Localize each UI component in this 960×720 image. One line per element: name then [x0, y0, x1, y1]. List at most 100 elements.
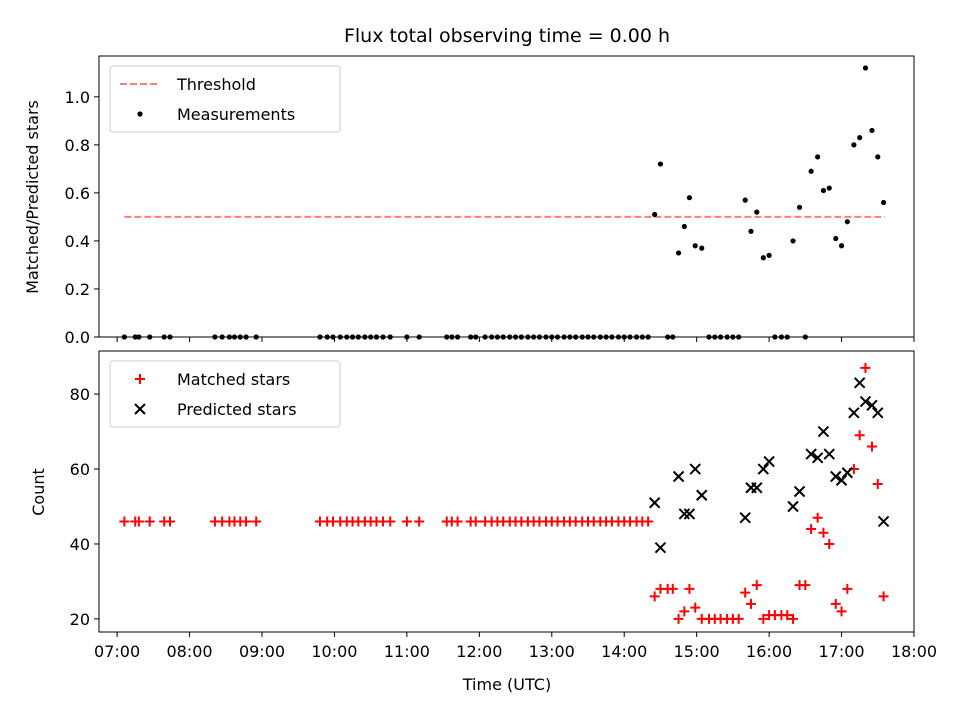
predicted-star-point: [763, 455, 775, 468]
matched-star-point: [788, 613, 799, 624]
top-y-tick-label: 0.4: [65, 232, 90, 251]
measurement-point: [796, 204, 803, 210]
measurement-point: [844, 219, 850, 225]
matched-star-point: [414, 516, 425, 527]
matched-star-point: [806, 523, 817, 534]
measurement-point: [815, 154, 821, 160]
matched-star-point: [842, 583, 853, 594]
measurement-point: [681, 223, 687, 230]
matched-star-point: [164, 516, 175, 527]
matched-star-point: [684, 583, 695, 594]
matched-star-point: [385, 516, 396, 527]
predicted-star-point: [841, 467, 854, 479]
measurement-point: [826, 185, 832, 191]
bottom-legend: Matched stars Predicted stars: [109, 360, 341, 428]
bottom-y-tick-label: 40: [70, 535, 90, 554]
x-tick-label: 10:00: [311, 642, 357, 661]
x-tick-label: 15:00: [674, 642, 720, 661]
predicted-star-point: [866, 399, 878, 412]
bottom-y-axis-label: Count: [29, 468, 48, 516]
top-legend: Threshold Measurements: [109, 65, 341, 133]
matched-star-point: [679, 606, 690, 617]
top-y-tick-label: 0.0: [65, 328, 90, 347]
bottom-panel: 20 40 60 80 07:00 08:00 09:00 10:00 11:00 12:00 13…: [70, 350, 937, 661]
predicted-star-point: [872, 407, 884, 419]
measurement-point: [657, 161, 664, 167]
chart-title: Flux total observing time = 0.00 h: [344, 25, 670, 47]
predicted-star-point: [757, 463, 770, 475]
measurement-point: [862, 65, 869, 71]
measurement-point: [692, 243, 698, 249]
top-y-tick-label: 1.0: [65, 88, 90, 107]
measurement-point: [699, 245, 705, 251]
matched-star-point: [649, 591, 660, 602]
x-tick-label: 07:00: [94, 642, 140, 661]
matched-star-point: [758, 613, 769, 624]
matched-star-point: [401, 516, 412, 527]
predicted-star-point: [683, 508, 696, 520]
bottom-y-tick-label: 60: [70, 460, 90, 479]
top-y-tick-label: 0.6: [65, 184, 90, 203]
measurement-point: [742, 197, 748, 203]
predicted-star-point: [811, 452, 824, 464]
predicted-star-point: [848, 407, 860, 419]
legend-measurement-marker: [137, 111, 143, 117]
measurement-point: [851, 142, 857, 148]
matched-star-point: [119, 516, 130, 527]
measurement-point: [760, 255, 766, 261]
measurement-point: [857, 135, 863, 141]
matched-star-point: [878, 591, 889, 602]
predicted-star-point: [751, 482, 763, 494]
matched-star-point: [241, 516, 252, 527]
measurement-point: [790, 238, 796, 244]
matched-star-point: [643, 516, 654, 527]
predicted-star-point: [696, 489, 708, 501]
x-tick-label: 14:00: [601, 642, 647, 661]
matched-star-point: [452, 516, 463, 527]
measurement-point: [820, 187, 827, 194]
measurement-point: [838, 243, 845, 249]
matched-star-point: [866, 441, 877, 452]
legend-predicted-marker: [134, 403, 146, 415]
predicted-star-point: [648, 497, 661, 509]
predicted-star-point: [823, 448, 835, 460]
top-y-axis-label: Matched/Predicted stars: [23, 100, 42, 294]
bottom-y-tick-label: 20: [70, 610, 90, 629]
predicted-star-point: [817, 425, 830, 438]
matched-star-point: [746, 598, 756, 609]
measurement-point: [833, 235, 839, 242]
matched-star-point: [860, 362, 871, 373]
predicted-star-point: [793, 485, 806, 498]
x-tick-label: 08:00: [167, 642, 213, 661]
predicted-star-point: [787, 500, 799, 513]
x-tick-label: 16:00: [746, 642, 792, 661]
bottom-axes-frame: [98, 350, 915, 633]
predicted-star-point: [672, 470, 685, 483]
predicted-star-point: [805, 448, 817, 460]
top-y-tick-label: 0.2: [65, 280, 90, 299]
bottom-legend-box: [109, 360, 341, 428]
measurement-point: [766, 252, 772, 258]
matched-star-point: [673, 613, 684, 624]
legend-entry-label: Matched stars: [177, 370, 290, 389]
matched-star-point: [830, 598, 841, 609]
legend-matched-marker: [135, 374, 145, 384]
matched-star-point: [740, 587, 751, 598]
measurement-point: [869, 127, 875, 134]
measurement-point: [875, 154, 881, 160]
predicted-star-point: [739, 512, 751, 524]
predicted-star-point: [678, 508, 691, 520]
legend-entry-label: Measurements: [177, 105, 295, 124]
legend-entry-label: Threshold: [176, 75, 256, 94]
measurement-point: [880, 199, 887, 206]
x-tick-label: 12:00: [456, 642, 502, 661]
measurement-point: [686, 195, 693, 201]
predicted-star-point: [689, 463, 701, 475]
matched-star-point: [836, 606, 847, 617]
predicted-star-point: [859, 395, 872, 408]
matched-star-point: [690, 602, 701, 613]
matched-star-point: [251, 516, 262, 527]
measurement-point: [748, 228, 754, 234]
predicted-star-point: [877, 515, 890, 528]
